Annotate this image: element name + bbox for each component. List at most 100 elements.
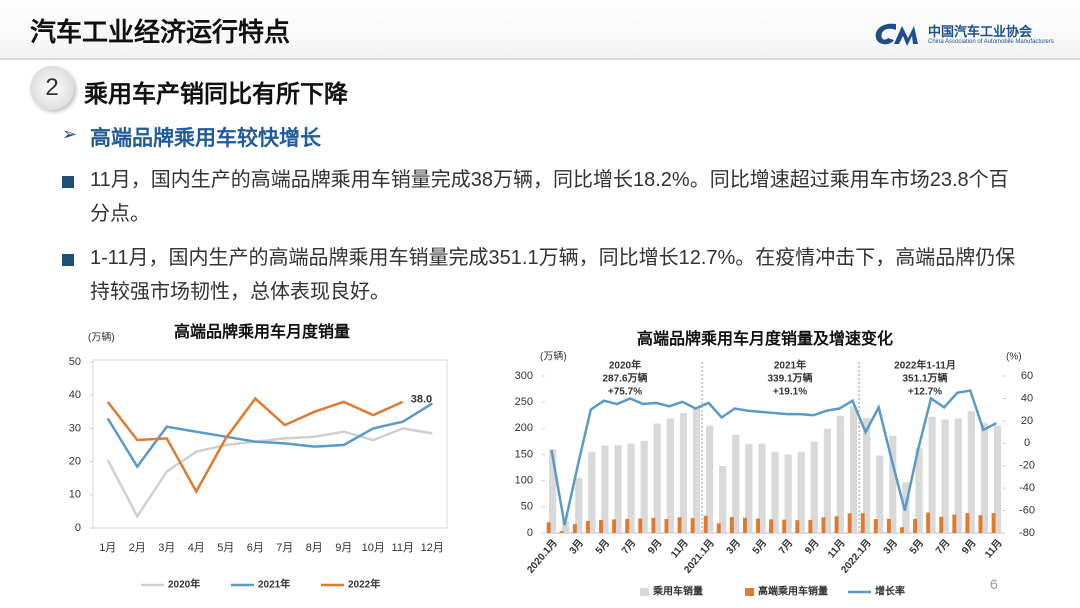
- bar: [719, 466, 727, 533]
- bar: [706, 425, 714, 533]
- bullet-icon: [62, 176, 74, 188]
- bar: [886, 518, 891, 533]
- legend-label: 增长率: [875, 585, 905, 598]
- bar: [758, 443, 766, 533]
- bullet-icon: [62, 254, 74, 266]
- bar: [732, 434, 740, 533]
- x-tick-label: 11月: [982, 537, 1004, 560]
- bar: [797, 451, 805, 533]
- bar: [965, 513, 970, 533]
- y-tick-label: 50: [521, 501, 533, 513]
- bar: [782, 519, 787, 533]
- x-tick-label: 12月: [421, 542, 444, 554]
- x-tick-label: 10月: [362, 542, 385, 554]
- bar: [729, 517, 734, 533]
- y-tick-label: 20: [69, 456, 81, 468]
- bar: [742, 517, 747, 533]
- bar: [980, 423, 989, 533]
- y-axis-label: (万辆): [88, 331, 115, 344]
- bar: [677, 517, 682, 533]
- x-tick-label: 1月: [99, 542, 116, 554]
- annotation: 2020年: [609, 359, 641, 372]
- bar: [640, 440, 648, 533]
- bar: [913, 518, 918, 533]
- bar: [588, 451, 596, 533]
- y-tick-label: 100: [515, 475, 533, 487]
- bar: [967, 411, 975, 533]
- legend-label: 2020年: [168, 578, 200, 591]
- bar: [601, 445, 609, 533]
- x-tick-label: 3月: [567, 537, 586, 557]
- bar: [666, 418, 674, 533]
- legend-label: 2022年: [348, 578, 380, 591]
- bar: [978, 515, 983, 533]
- annotation: 339.1万辆: [767, 372, 812, 385]
- bar: [585, 520, 590, 533]
- header-bar: [0, 0, 1080, 60]
- bar: [716, 523, 721, 533]
- bar: [664, 519, 669, 533]
- bar: [834, 516, 839, 533]
- x-tick-label: 4月: [188, 542, 205, 554]
- bar: [860, 513, 865, 533]
- annotation: 2021年: [774, 359, 806, 372]
- y-tick-label: 200: [515, 422, 533, 434]
- y-tick-label: 40: [69, 389, 81, 401]
- bar: [548, 449, 557, 533]
- x-tick-label: 5月: [593, 537, 612, 557]
- y-axis-label: (万辆): [540, 350, 567, 363]
- x-tick-label: 8月: [306, 542, 323, 554]
- bar: [889, 435, 897, 533]
- bar: [808, 519, 813, 533]
- bar: [612, 519, 617, 533]
- bar: [993, 425, 1002, 533]
- legend-label: 高端乘用车销量: [758, 585, 828, 598]
- bar: [915, 448, 923, 533]
- bar: [795, 520, 800, 533]
- bar: [638, 518, 643, 533]
- y-tick-label: 50: [69, 356, 81, 368]
- y2-tick-label: 0: [1024, 437, 1030, 449]
- x-tick-label: 2020.1月: [525, 537, 560, 576]
- bar: [876, 455, 884, 533]
- line-series: [106, 396, 404, 495]
- x-tick-label: 3月: [724, 537, 743, 557]
- x-tick-label: 7月: [933, 537, 952, 557]
- plot-frame: [92, 359, 448, 529]
- annotation: 2022年1-11月: [894, 359, 956, 372]
- bar: [769, 519, 774, 533]
- bar: [614, 445, 622, 533]
- legend-swatch: [745, 588, 754, 596]
- y-tick-label: 0: [527, 527, 533, 539]
- bar: [546, 522, 551, 533]
- bullet-text: 1-11月，国内生产的高端品牌乘用车销量完成351.1万辆，同比增长12.7%。…: [90, 247, 1016, 303]
- bar: [849, 406, 858, 533]
- x-tick-label: 7月: [276, 542, 293, 554]
- bar: [952, 514, 957, 533]
- x-tick-label: 11月: [825, 537, 847, 560]
- section-title: 乘用车产销同比有所下降: [84, 81, 348, 108]
- bar: [863, 417, 871, 533]
- bar: [847, 513, 852, 533]
- bar: [679, 413, 688, 533]
- bar: [784, 454, 792, 533]
- chart-title: 高端品牌乘用车月度销量及增速变化: [637, 329, 893, 348]
- x-tick-label: 6月: [247, 542, 264, 554]
- x-tick-label: 11月: [668, 537, 690, 560]
- annotation: 287.6万辆: [602, 372, 647, 385]
- x-tick-label: 3月: [881, 537, 900, 557]
- y2-tick-label: -80: [1019, 527, 1035, 539]
- bar: [559, 531, 564, 533]
- bar: [836, 415, 845, 533]
- bar: [692, 407, 701, 533]
- logo-mark: [875, 23, 918, 46]
- bar: [873, 519, 878, 533]
- bar: [690, 518, 695, 533]
- x-tick-label: 11月: [392, 542, 414, 554]
- y-tick-label: 10: [69, 489, 81, 501]
- data-label: 38.0: [411, 394, 432, 406]
- line-series: [550, 389, 998, 526]
- x-tick-label: 7月: [619, 537, 638, 557]
- bar: [823, 428, 831, 533]
